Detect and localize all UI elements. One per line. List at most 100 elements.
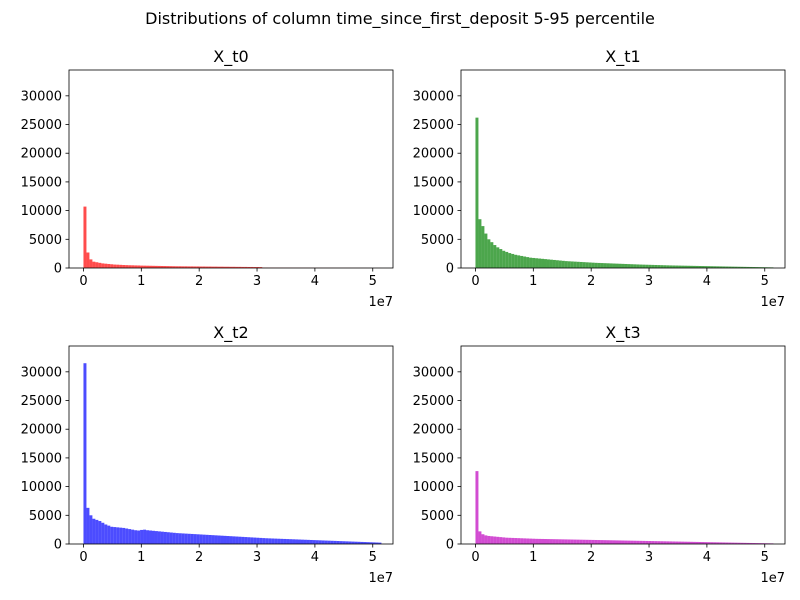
- histogram-bar: [570, 261, 574, 268]
- histogram-bar: [570, 539, 574, 544]
- histogram-bar: [645, 540, 649, 544]
- histogram-bar: [669, 541, 673, 544]
- y-tick-label: 20000: [21, 423, 62, 438]
- y-tick-label: 30000: [413, 365, 454, 380]
- x-offset-label: 1e7: [760, 295, 785, 310]
- histogram-bar: [146, 530, 150, 544]
- histogram-bar: [256, 537, 260, 544]
- histogram-bar: [157, 265, 161, 268]
- histogram-bar: [181, 266, 185, 268]
- histogram-bar: [713, 542, 717, 544]
- histogram-bar: [675, 541, 679, 544]
- histogram-bar: [336, 541, 340, 544]
- histogram-bar: [89, 515, 93, 544]
- x-offset-label: 1e7: [760, 571, 785, 586]
- histogram-bar: [657, 541, 661, 544]
- histogram-bar: [731, 542, 735, 544]
- histogram-bar: [116, 527, 120, 544]
- subplot-title: X_t0: [213, 47, 248, 67]
- histogram-bar: [749, 266, 753, 268]
- histogram-bar: [226, 266, 230, 268]
- histogram-bar: [585, 262, 589, 268]
- histogram-bar: [761, 267, 765, 268]
- histogram-bar: [333, 540, 337, 544]
- histogram-bar: [300, 539, 304, 544]
- histogram-bar: [205, 534, 209, 544]
- histogram-bar: [728, 542, 732, 544]
- histogram-bar: [636, 540, 640, 544]
- y-tick-label: 0: [446, 538, 454, 553]
- histogram-bar: [648, 264, 652, 268]
- subplot-3: 0 1 2 3 4 5 0 5000 10000 15000 20000 25000 30000 1e7 X…: [413, 323, 786, 586]
- histogram-bar: [92, 518, 96, 544]
- histogram-bar: [532, 257, 536, 268]
- histogram-bar: [543, 539, 547, 544]
- histogram-bar: [645, 264, 649, 268]
- histogram-bar: [202, 534, 206, 544]
- histogram-bar: [259, 537, 263, 544]
- histogram-bar: [202, 266, 206, 268]
- x-offset-label: 1e7: [368, 571, 393, 586]
- histogram-bar: [490, 536, 494, 544]
- y-tick-label: 5000: [421, 233, 454, 248]
- histogram-bar: [541, 538, 544, 544]
- histogram-bar: [475, 117, 479, 268]
- histogram-bar: [169, 532, 173, 544]
- histogram-bar: [172, 266, 176, 268]
- histogram-bar: [576, 539, 580, 544]
- y-tick-label: 0: [446, 262, 454, 277]
- histogram-bar: [306, 539, 310, 544]
- histogram-bar: [131, 265, 135, 268]
- histogram-bar: [636, 264, 640, 268]
- histogram-bar: [654, 264, 658, 268]
- histogram-bar: [687, 541, 690, 544]
- histogram-bar: [220, 535, 224, 544]
- histogram-bar: [523, 256, 527, 268]
- histogram-bar: [247, 266, 251, 268]
- axes-frame: [68, 345, 394, 545]
- histogram-bar: [538, 538, 542, 544]
- histogram-bar: [493, 536, 497, 544]
- histogram-bar: [128, 265, 132, 268]
- histogram-bar: [107, 525, 111, 544]
- histogram-bar: [149, 265, 152, 268]
- histogram-bar: [502, 250, 506, 268]
- histogram-bar: [651, 541, 655, 544]
- histogram-bar: [351, 541, 355, 544]
- histogram-bar: [579, 539, 583, 544]
- histogram-bar: [704, 266, 708, 268]
- x-tick-label: 4: [703, 274, 711, 289]
- histogram-bar: [226, 536, 230, 544]
- histogram-bar: [232, 536, 236, 544]
- histogram-bar: [722, 542, 726, 544]
- histogram-bar: [211, 266, 215, 268]
- histogram-bar: [256, 267, 260, 268]
- histogram-bar: [710, 266, 714, 268]
- histogram-bar: [555, 260, 559, 268]
- histogram-bar: [98, 521, 102, 544]
- histogram-bar: [196, 266, 200, 268]
- histogram-bar: [289, 539, 293, 544]
- histogram-bar: [591, 262, 595, 268]
- histogram-bar: [122, 265, 126, 268]
- histogram-bar: [151, 530, 155, 544]
- histogram-bar: [98, 262, 102, 268]
- histogram-bar: [752, 267, 756, 268]
- histogram-bar: [549, 539, 553, 544]
- histogram-bar: [496, 247, 500, 268]
- axes-frame: [68, 69, 394, 269]
- histogram-bar: [89, 259, 93, 268]
- histogram-bar: [746, 542, 750, 544]
- histogram-bar: [526, 257, 530, 268]
- histogram-bar: [678, 265, 682, 268]
- histogram-bar: [149, 530, 152, 544]
- histogram-bar: [496, 536, 500, 544]
- histogram-bar: [538, 258, 542, 268]
- histogram-bar: [558, 260, 562, 268]
- histogram-bar: [630, 540, 634, 544]
- histogram-bar: [166, 532, 170, 544]
- histogram-bar: [163, 531, 167, 544]
- histogram-bar: [196, 534, 200, 544]
- histogram-bar: [734, 542, 738, 544]
- histogram-bar: [193, 534, 197, 544]
